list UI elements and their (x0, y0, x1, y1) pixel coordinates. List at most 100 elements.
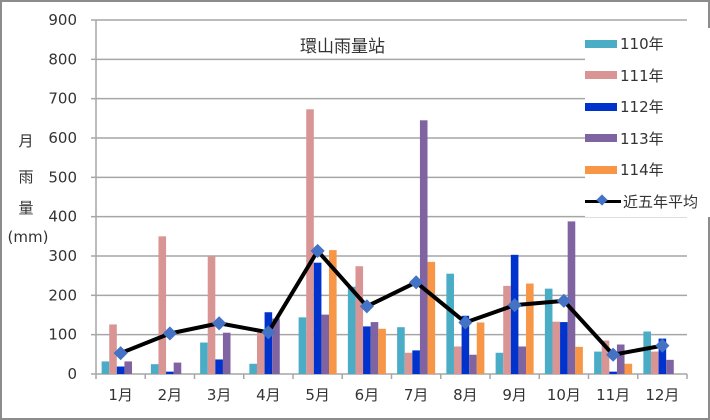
diamond-marker-icon (212, 316, 227, 331)
bar-113年 (222, 332, 231, 374)
bar-112年 (461, 315, 470, 374)
legend-item-113: 113年 (585, 123, 710, 155)
bar-111年 (503, 285, 511, 374)
bar-111年 (207, 256, 216, 374)
bar-113年 (370, 322, 379, 374)
legend-item-110: 110年 (585, 28, 710, 60)
bar-111年 (650, 351, 659, 374)
diamond-marker-icon (310, 243, 325, 258)
bar-112年 (313, 262, 322, 374)
y-tick-label: 800 (48, 50, 77, 68)
y-tick-label: 300 (48, 247, 77, 265)
diamond-marker-icon (458, 315, 473, 330)
bar-112年 (658, 338, 667, 374)
bar-111年 (158, 236, 167, 374)
bar-113年 (666, 359, 674, 374)
y-tick-label: 900 (48, 11, 77, 29)
bar-114年 (526, 283, 534, 374)
bar-110年 (446, 273, 454, 374)
y-tick-label: 500 (48, 168, 77, 186)
diamond-marker-icon (655, 338, 670, 353)
bar-113年 (518, 346, 527, 374)
y-tick-label: 100 (48, 326, 77, 344)
bar-111年 (306, 109, 314, 374)
bar-110年 (495, 352, 504, 374)
bar-110年 (298, 317, 307, 374)
legend-label: 110年 (620, 35, 664, 54)
x-tick-label: 11月 (596, 386, 630, 404)
x-tick-label: 9月 (502, 386, 527, 404)
bar-111年 (404, 352, 413, 374)
bar-113年 (124, 361, 133, 374)
bar-111年 (109, 324, 117, 374)
x-tick-label: 3月 (207, 386, 232, 404)
x-tick-label: 12月 (645, 386, 679, 404)
bar-112年 (412, 350, 420, 374)
legend-item-114: 114年 (585, 154, 710, 186)
bar-110年 (150, 364, 159, 374)
bar-114年 (624, 363, 633, 374)
y-tick-label: 600 (48, 129, 77, 147)
bar-111年 (256, 332, 265, 374)
bar-113年 (616, 344, 625, 374)
bar-110年 (101, 361, 110, 374)
bar-110年 (249, 363, 257, 374)
legend-swatch (585, 134, 617, 143)
legend-label: 112年 (620, 98, 664, 117)
diamond-marker-icon (606, 347, 621, 362)
legend-label: 近五年平均 (623, 192, 699, 211)
bar-112年 (264, 312, 273, 374)
bar-110年 (200, 342, 208, 374)
diamond-marker-icon (359, 299, 374, 314)
y-axis-label-char-2: 雨 (18, 168, 34, 186)
legend-swatch (585, 71, 617, 80)
legend-label: 111年 (620, 66, 664, 85)
bar-113年 (321, 314, 330, 374)
x-tick-label: 7月 (404, 386, 429, 404)
legend-swatch (585, 165, 617, 174)
bar-110年 (347, 286, 356, 374)
y-tick-label: 400 (48, 208, 77, 226)
x-tick-label: 5月 (305, 386, 330, 404)
y-tick-label: 0 (67, 365, 77, 383)
bar-113年 (567, 221, 576, 374)
x-tick-label: 8月 (453, 386, 478, 404)
x-tick-label: 6月 (355, 386, 380, 404)
bar-112年 (363, 326, 371, 374)
diamond-marker-icon (409, 275, 424, 290)
legend-label: 114年 (620, 161, 664, 180)
average-line (119, 248, 663, 357)
legend-item-average: 近五年平均 (585, 186, 710, 218)
y-axis-label-unit: (mm) (7, 228, 49, 246)
bar-112年 (166, 371, 174, 374)
y-axis-label-char-3: 量 (18, 199, 34, 217)
bar-114年 (378, 328, 386, 374)
x-tick-label: 1月 (108, 386, 133, 404)
bar-110年 (643, 331, 651, 374)
bar-112年 (609, 371, 617, 374)
bar-114年 (427, 261, 436, 374)
bar-111年 (601, 340, 610, 374)
diamond-marker-icon (507, 298, 522, 313)
diamond-marker-icon (113, 346, 128, 361)
bar-111年 (355, 266, 364, 374)
bar-112年 (560, 322, 568, 374)
bar-113年 (469, 354, 477, 374)
legend-swatch (585, 39, 617, 48)
bar-112年 (116, 366, 125, 374)
bar-111年 (552, 321, 561, 374)
legend-item-111: 111年 (585, 60, 710, 92)
bar-112年 (510, 254, 519, 374)
bar-111年 (453, 346, 462, 374)
x-tick-label: 10月 (547, 386, 581, 404)
diamond-marker-icon (556, 293, 571, 308)
y-tick-label: 700 (48, 90, 77, 108)
diamond-marker-icon (261, 325, 276, 340)
bar-113年 (419, 120, 428, 374)
chart-title: 環山雨量站 (300, 37, 385, 57)
legend-swatch (585, 102, 617, 111)
bar-113年 (272, 318, 280, 374)
legend-label: 113年 (620, 129, 664, 148)
bar-114年 (575, 346, 583, 374)
